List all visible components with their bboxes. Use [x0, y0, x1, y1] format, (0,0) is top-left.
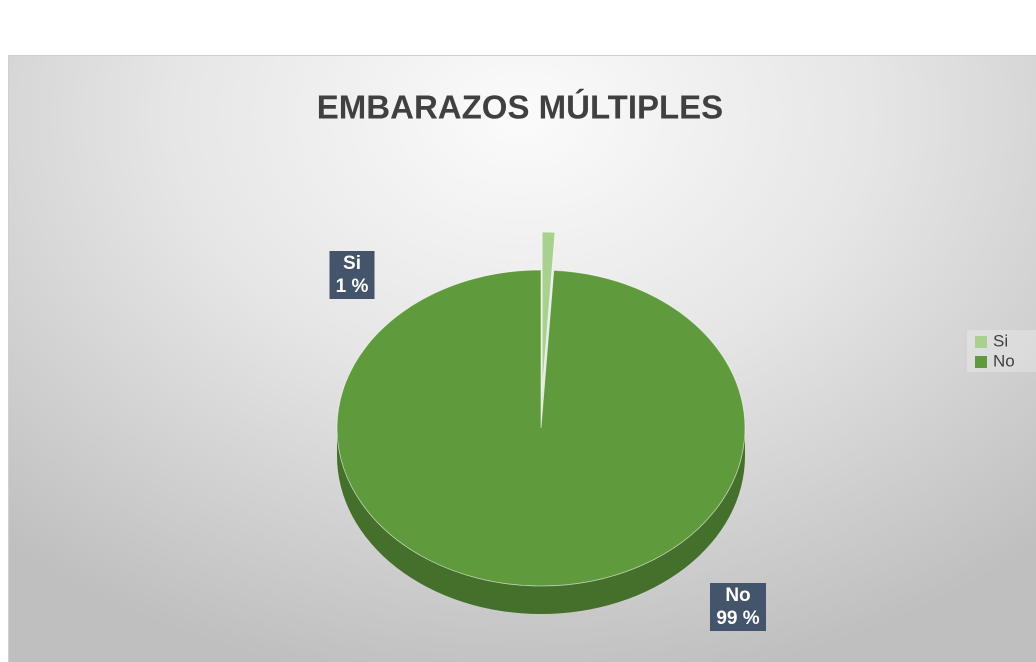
slice-side [337, 428, 745, 614]
data-label-box [329, 251, 375, 299]
legend-swatch [975, 356, 987, 368]
legend-swatch [975, 336, 987, 348]
data-label-value: 99 % [716, 608, 759, 629]
chart-title: EMBARAZOS MÚLTIPLES [317, 89, 723, 126]
data-label-category: Si [343, 253, 361, 274]
data-label-value: 1 % [336, 276, 369, 297]
legend-label: No [993, 351, 1015, 370]
data-label-box [710, 583, 766, 631]
slice [336, 269, 746, 587]
data-label-category: No [725, 585, 750, 606]
legend-label: Si [993, 331, 1008, 350]
slice [541, 231, 556, 391]
